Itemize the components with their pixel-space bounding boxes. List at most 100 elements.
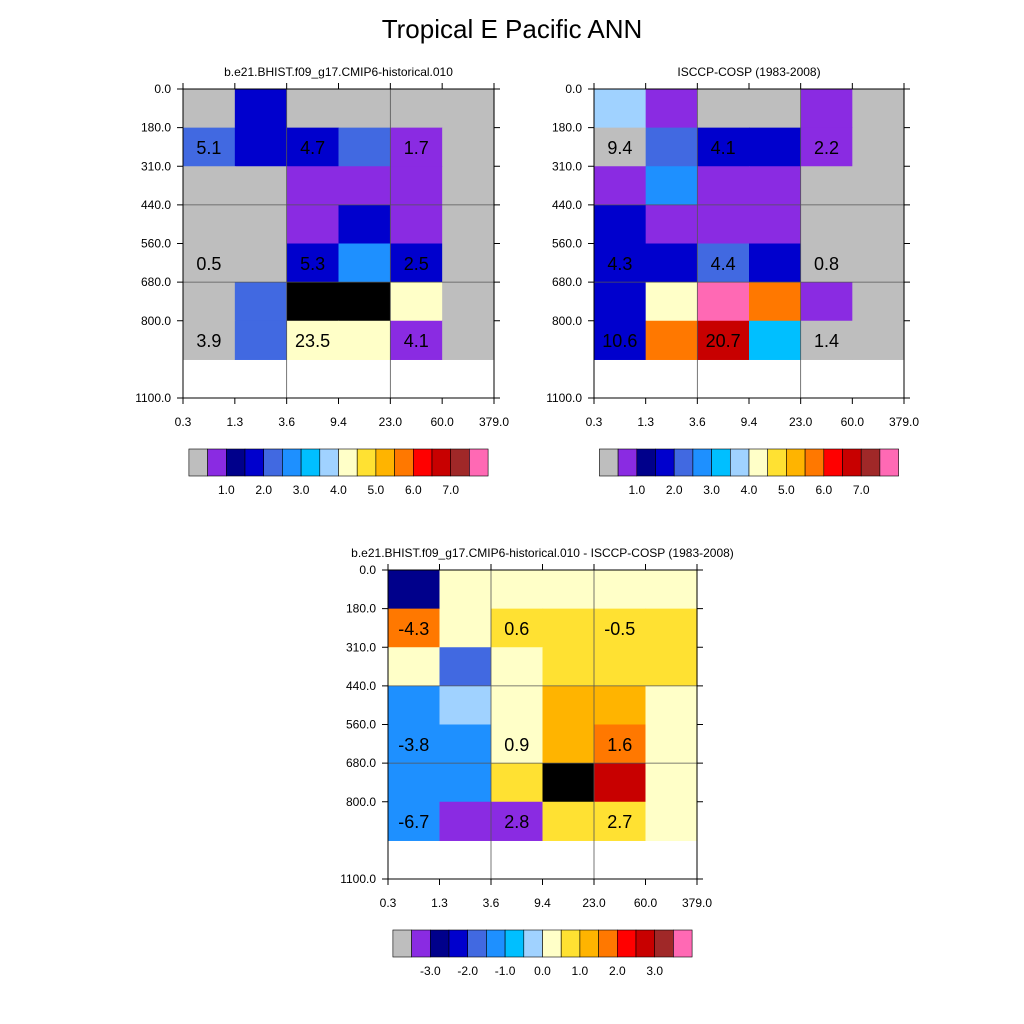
heatmap-cell <box>645 724 698 764</box>
heatmap-cell <box>594 127 647 167</box>
heatmap-cell <box>594 763 647 803</box>
heatmap-cell <box>388 685 441 726</box>
heatmap-cell <box>491 647 544 687</box>
heatmap-cell <box>491 608 544 648</box>
heatmap-cell <box>542 685 595 726</box>
heatmap-cell <box>645 801 698 841</box>
heatmap-cell <box>442 282 495 322</box>
heatmap-cell <box>852 127 905 167</box>
data-label: 0.9 <box>504 735 529 755</box>
panel-difference: b.e21.BHIST.f09_g17.CMIP6-historical.010… <box>340 546 734 978</box>
y-tick-label: 800.0 <box>552 314 582 328</box>
heatmap-cell <box>645 166 698 206</box>
data-label: 4.1 <box>711 138 736 158</box>
data-label: 1.6 <box>607 735 632 755</box>
colorbar-swatch <box>431 448 452 477</box>
data-label: -6.7 <box>398 812 429 832</box>
x-tick-label: 0.3 <box>175 415 192 429</box>
heatmap-cell <box>338 89 391 129</box>
x-tick-label: 60.0 <box>430 415 454 429</box>
panel-title: ISCCP-COSP (1983-2008) <box>677 65 820 79</box>
colorbar-swatch <box>654 929 674 958</box>
colorbar-label: -3.0 <box>420 964 441 978</box>
heatmap-cell <box>439 647 492 687</box>
colorbar-swatch <box>188 448 208 477</box>
y-tick-label: 680.0 <box>552 275 582 289</box>
colorbar-label: 2.0 <box>666 483 683 497</box>
heatmap-cell <box>594 685 647 726</box>
colorbar-swatch <box>767 448 787 477</box>
colorbar-swatch <box>635 929 656 958</box>
heatmap-cell <box>390 320 443 360</box>
y-tick-label: 0.0 <box>154 82 171 96</box>
heatmap-cell <box>852 243 905 283</box>
heatmap-cell <box>442 320 495 360</box>
heatmap-cell <box>542 647 595 687</box>
data-label: 4.3 <box>607 254 632 274</box>
heatmap-cell <box>234 282 288 322</box>
x-tick-label: 9.4 <box>741 415 758 429</box>
colorbar-swatch <box>748 448 769 477</box>
heatmap-cell <box>234 127 288 167</box>
colorbar-label: 2.0 <box>255 483 272 497</box>
data-label: -3.8 <box>398 735 429 755</box>
y-tick-label: 180.0 <box>346 602 376 616</box>
heatmap-cell <box>645 89 698 129</box>
heatmap-cell <box>697 89 750 129</box>
heatmap-cell <box>800 320 853 360</box>
colorbar-label: 6.0 <box>405 483 422 497</box>
heatmap-cell <box>491 570 544 610</box>
heatmap-cell <box>338 320 391 360</box>
colorbar-label: 7.0 <box>442 483 459 497</box>
heatmap-cell <box>286 89 340 129</box>
data-label: 0.5 <box>196 254 221 274</box>
heatmap-cell <box>594 166 647 206</box>
x-tick-label: 23.0 <box>789 415 813 429</box>
heatmap-cell <box>594 801 647 841</box>
y-tick-label: 1100.0 <box>546 391 582 405</box>
colorbar-swatch <box>655 448 675 477</box>
heatmap-cell <box>442 127 495 167</box>
x-tick-label: 3.6 <box>483 896 500 910</box>
heatmap-cell <box>234 166 288 206</box>
x-tick-label: 60.0 <box>841 415 865 429</box>
colorbar-label: 6.0 <box>815 483 832 497</box>
heatmap-cell <box>697 166 750 206</box>
heatmap-cell <box>439 763 492 803</box>
heatmap-cell <box>183 127 236 167</box>
data-label: 5.1 <box>196 138 221 158</box>
heatmap-cell <box>749 89 802 129</box>
heatmap-cell <box>697 282 750 322</box>
y-tick-label: 560.0 <box>346 718 376 732</box>
colorbar-swatch <box>486 929 506 958</box>
colorbar-swatch <box>692 448 712 477</box>
data-label: 23.5 <box>295 331 330 351</box>
colorbar-swatch <box>244 448 265 477</box>
heatmap-cell <box>338 243 391 283</box>
colorbar-label: 3.0 <box>293 483 310 497</box>
heatmap-cell <box>800 204 853 245</box>
heatmap-cell <box>645 763 698 803</box>
colorbar-label: 5.0 <box>368 483 385 497</box>
heatmap-cell <box>390 89 443 129</box>
heatmap-cell <box>286 204 340 245</box>
y-tick-label: 680.0 <box>141 275 171 289</box>
y-tick-label: 440.0 <box>552 198 582 212</box>
data-label: -0.5 <box>604 619 635 639</box>
y-tick-label: 180.0 <box>552 121 582 135</box>
heatmap-cell <box>645 647 698 687</box>
heatmap-cell <box>594 243 647 283</box>
colorbar-swatch <box>711 448 731 477</box>
colorbar-swatch <box>842 448 862 477</box>
heatmap-cell <box>800 282 853 322</box>
heatmap-cell <box>390 204 443 245</box>
colorbar-swatch <box>338 448 358 477</box>
figure-title: Tropical E Pacific ANN <box>381 14 643 44</box>
heatmap-cell <box>852 89 905 129</box>
heatmap-cell <box>800 89 853 129</box>
colorbar-swatch <box>804 448 825 477</box>
colorbar-swatch <box>786 448 806 477</box>
colorbar-swatch <box>469 448 489 477</box>
heatmap-cell <box>388 608 441 648</box>
heatmap-cell <box>594 570 647 610</box>
